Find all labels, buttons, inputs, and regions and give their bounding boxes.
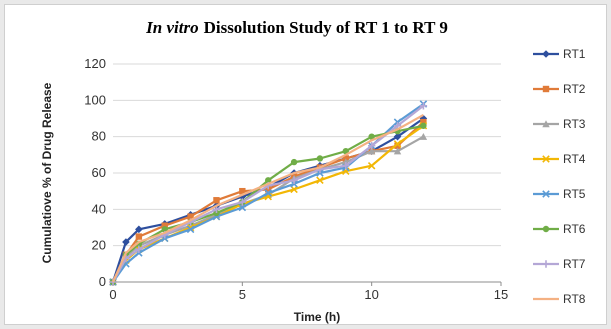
data-point-RT7-6: [238, 198, 247, 206]
x-tick-label-1: 5: [239, 287, 246, 302]
legend-item-RT1: RT1: [533, 47, 586, 61]
data-point-RT1-12: [393, 132, 402, 141]
x-tick-label-3: 15: [494, 287, 508, 302]
x-tick-label-0: 0: [109, 287, 116, 302]
data-point-RT7-8: [290, 176, 298, 184]
legend-item-RT8: RT8: [533, 292, 586, 306]
x-axis-label: Time (h): [294, 310, 340, 324]
legend-marker-RT3: [542, 120, 550, 128]
data-point-RT6-8: [290, 158, 298, 166]
legend-label-RT1: RT1: [563, 47, 586, 61]
data-point-RT5-6: [238, 203, 247, 212]
legend-item-RT4: RT4: [533, 152, 586, 166]
y-tick-label-3: 60: [92, 165, 106, 180]
chart-title-italic: In vitro: [145, 18, 198, 37]
legend-label-RT7: RT7: [563, 257, 586, 271]
data-point-RT1-2: [135, 225, 143, 234]
y-tick-label-1: 20: [92, 238, 106, 253]
data-point-RT7-13: [419, 102, 428, 110]
legend-label-RT2: RT2: [563, 82, 586, 96]
series-line-RT7: [112, 104, 425, 283]
legend-marker-RT7: [542, 260, 550, 268]
chart-title: In vitro Dissolution Study of RT 1 to RT …: [145, 18, 448, 37]
data-point-RT2-2: [135, 233, 143, 240]
legend-marker-RT6: [542, 225, 550, 233]
data-point-RT6-11: [368, 133, 375, 140]
legend-label-RT8: RT8: [563, 292, 586, 306]
series-RT2: [109, 118, 427, 286]
legend-marker-RT2: [542, 85, 550, 93]
data-point-RT2-4: [187, 213, 194, 220]
data-point-RT4-11: [367, 161, 376, 170]
legend-item-RT5: RT5: [533, 187, 586, 201]
legend-item-RT2: RT2: [533, 82, 586, 96]
data-point-RT6-7: [265, 177, 272, 184]
y-tick-label-0: 0: [99, 274, 106, 289]
legend-label-RT4: RT4: [563, 152, 586, 166]
data-point-RT3-13: [419, 132, 428, 140]
data-point-RT2-6: [239, 187, 246, 195]
data-point-RT7-10: [342, 162, 350, 170]
legend-item-RT7: RT7: [533, 257, 586, 271]
y-tick-label-4: 80: [92, 129, 106, 144]
legend-label-RT3: RT3: [563, 117, 586, 131]
data-point-RT5-7: [264, 189, 272, 197]
data-point-RT2-5: [213, 197, 220, 204]
series-RT5: [109, 100, 428, 286]
data-point-RT7-11: [367, 142, 376, 150]
legend-item-RT3: RT3: [533, 117, 586, 131]
y-tick-label-2: 40: [92, 201, 106, 216]
y-axis-label: Cumulatiove % of Drug Release: [40, 82, 54, 263]
data-point-RT5-4: [186, 225, 195, 234]
legend-marker-RT4: [542, 155, 550, 163]
series-line-RT8: [111, 113, 424, 283]
y-tick-label-6: 120: [84, 56, 106, 71]
data-point-RT2-12: [394, 142, 401, 149]
legend-label-RT5: RT5: [563, 187, 586, 201]
chart-title-rest: Dissolution Study of RT 1 to RT 9: [204, 18, 448, 37]
data-point-RT4-12: [393, 140, 402, 148]
data-point-RT3-12: [393, 147, 402, 155]
data-point-RT3-11: [367, 147, 376, 155]
data-point-RT4-9: [316, 176, 324, 185]
data-point-RT2-3: [161, 222, 168, 229]
dissolution-chart: In vitro Dissolution Study of RT 1 to RT …: [40, 18, 586, 324]
legend-marker-RT1: [542, 50, 550, 58]
data-point-RT6-13: [420, 122, 427, 129]
x-tick-label-2: 10: [364, 287, 378, 302]
data-point-RT1-1: [122, 238, 130, 246]
data-point-RT7-2: [135, 245, 143, 253]
series-RT8: [111, 113, 424, 283]
series-line-RT2: [112, 121, 425, 283]
legend-marker-RT5: [542, 190, 550, 198]
legend-item-RT6: RT6: [533, 222, 586, 236]
chart-frame: In vitro Dissolution Study of RT 1 to RT …: [4, 4, 607, 325]
data-point-RT2-13: [420, 118, 427, 126]
data-point-RT6-9: [316, 155, 324, 162]
legend-label-RT6: RT6: [563, 222, 586, 236]
y-tick-label-5: 100: [84, 92, 106, 107]
data-point-RT4-8: [290, 185, 298, 194]
